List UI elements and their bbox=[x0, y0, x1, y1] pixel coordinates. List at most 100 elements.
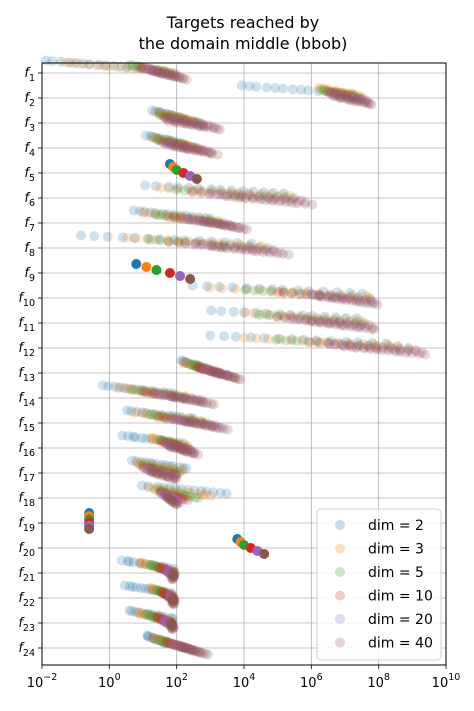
data-point bbox=[157, 467, 168, 478]
data-point bbox=[167, 595, 178, 606]
points-f1-dim10 bbox=[135, 62, 182, 81]
data-point bbox=[167, 620, 178, 631]
data-point bbox=[286, 288, 297, 299]
data-point bbox=[193, 120, 204, 131]
data-point bbox=[129, 232, 140, 243]
data-point bbox=[141, 459, 152, 470]
data-point bbox=[151, 67, 162, 78]
data-point bbox=[138, 460, 149, 471]
data-point bbox=[168, 136, 179, 147]
data-point bbox=[189, 417, 200, 428]
data-point bbox=[167, 571, 178, 582]
data-point bbox=[158, 462, 169, 473]
data-point bbox=[164, 494, 175, 505]
y-tick-label-f17: f17 bbox=[18, 466, 35, 484]
data-point bbox=[167, 567, 178, 578]
data-point bbox=[269, 194, 280, 205]
data-point bbox=[213, 367, 224, 378]
data-point bbox=[135, 459, 146, 470]
data-point bbox=[154, 109, 165, 120]
points-f3-dim2 bbox=[147, 105, 190, 124]
y-tick-label-f16: f16 bbox=[18, 441, 35, 459]
data-point bbox=[194, 212, 205, 223]
data-point bbox=[165, 566, 176, 577]
data-point bbox=[176, 210, 187, 221]
data-point bbox=[155, 410, 166, 421]
data-point bbox=[167, 392, 178, 403]
data-point bbox=[167, 411, 178, 422]
data-point bbox=[154, 388, 165, 399]
data-point bbox=[221, 242, 232, 253]
data-point bbox=[163, 436, 174, 447]
data-point bbox=[365, 295, 376, 306]
data-point bbox=[278, 83, 289, 94]
data-point bbox=[163, 236, 174, 247]
data-point bbox=[206, 367, 217, 378]
data-point bbox=[199, 362, 210, 373]
y-tick-label-f6: f6 bbox=[24, 191, 35, 209]
data-point bbox=[268, 245, 279, 256]
data-point bbox=[169, 570, 180, 581]
data-point bbox=[251, 246, 262, 257]
data-point bbox=[288, 312, 299, 323]
data-point bbox=[168, 639, 179, 650]
data-point bbox=[125, 383, 136, 394]
data-point bbox=[165, 412, 176, 423]
data-point bbox=[168, 141, 179, 152]
data-point bbox=[149, 560, 160, 571]
data-point bbox=[240, 192, 251, 203]
data-point bbox=[312, 314, 323, 325]
data-point bbox=[297, 310, 308, 321]
data-point bbox=[178, 443, 189, 454]
data-point bbox=[214, 367, 225, 378]
data-point bbox=[147, 632, 158, 643]
y-tick-label-f10: f10 bbox=[18, 291, 35, 309]
data-point bbox=[251, 333, 262, 344]
data-point bbox=[303, 312, 314, 323]
data-point bbox=[363, 320, 374, 331]
data-point bbox=[182, 416, 193, 427]
data-point bbox=[162, 485, 173, 496]
data-point bbox=[314, 317, 325, 328]
data-point bbox=[222, 243, 233, 254]
data-point bbox=[159, 486, 170, 497]
chart-title-line-2: the domain middle (bbob) bbox=[139, 34, 348, 53]
data-point bbox=[206, 365, 217, 376]
data-point bbox=[152, 64, 163, 75]
data-point bbox=[160, 211, 171, 222]
data-point bbox=[160, 615, 171, 626]
data-point bbox=[159, 469, 170, 480]
data-point bbox=[289, 192, 300, 203]
data-point bbox=[357, 288, 368, 299]
points-f13-dim5 bbox=[185, 359, 225, 378]
data-point bbox=[155, 209, 166, 220]
points-f22-dim5 bbox=[151, 584, 178, 603]
data-point bbox=[287, 194, 298, 205]
data-point bbox=[114, 382, 125, 393]
data-point bbox=[173, 486, 184, 497]
data-point bbox=[150, 132, 161, 143]
data-point bbox=[150, 433, 161, 444]
data-point bbox=[324, 85, 335, 96]
data-point bbox=[293, 196, 304, 207]
data-point bbox=[225, 240, 236, 251]
data-point bbox=[411, 346, 422, 357]
data-point bbox=[142, 64, 153, 75]
data-point bbox=[122, 556, 133, 567]
data-point bbox=[184, 491, 195, 502]
data-point bbox=[300, 198, 311, 209]
data-point bbox=[155, 435, 166, 446]
data-point bbox=[151, 468, 162, 479]
data-point bbox=[164, 568, 175, 579]
data-point bbox=[156, 434, 167, 445]
data-point bbox=[174, 467, 185, 478]
data-point bbox=[168, 563, 179, 574]
data-point bbox=[272, 312, 283, 323]
data-point bbox=[166, 617, 177, 628]
data-point bbox=[284, 190, 295, 201]
data-point bbox=[196, 145, 207, 156]
data-point bbox=[276, 190, 287, 201]
data-point bbox=[155, 585, 166, 596]
data-point bbox=[179, 415, 190, 426]
points-f10-dim40 bbox=[314, 291, 383, 310]
